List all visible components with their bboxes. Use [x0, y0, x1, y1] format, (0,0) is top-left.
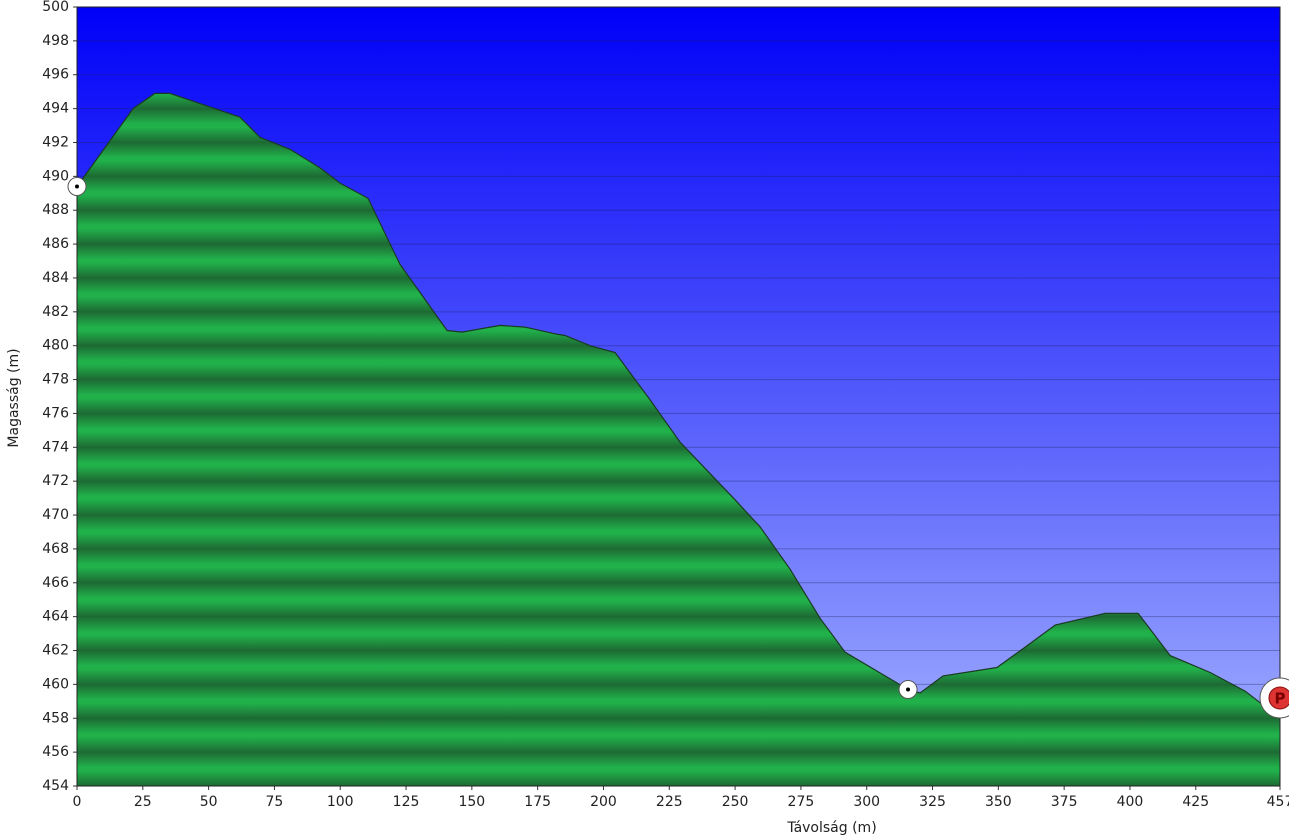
plot-frame — [76, 6, 1281, 787]
x-axis-title: Távolság (m) — [786, 820, 876, 836]
x-tick-label: 200 — [590, 794, 617, 810]
waypoint-dot — [906, 687, 911, 692]
waypoint-marker — [898, 679, 918, 699]
waypoint-badge — [1268, 686, 1289, 710]
x-tick-label: 125 — [393, 794, 420, 810]
y-tick-label: 482 — [42, 304, 69, 320]
y-tick-label: 480 — [42, 338, 69, 354]
waypoint-label: P — [1275, 689, 1286, 707]
x-tick-label: 457 — [1267, 794, 1289, 810]
elevation-area — [77, 93, 1280, 786]
y-tick-label: 476 — [42, 405, 69, 421]
x-tick-label: 50 — [200, 794, 218, 810]
y-tick-label: 462 — [42, 643, 69, 659]
y-tick-label: 490 — [42, 168, 69, 184]
y-tick-label: 464 — [42, 609, 69, 625]
y-tick-label: 472 — [42, 473, 69, 489]
y-tick-label: 468 — [42, 541, 69, 557]
x-tick-label: 350 — [985, 794, 1012, 810]
y-tick-label: 484 — [42, 270, 69, 286]
x-tick-label: 275 — [788, 794, 815, 810]
x-tick-label: 0 — [73, 794, 82, 810]
y-tick-label: 466 — [42, 575, 69, 591]
y-tick-label: 500 — [42, 0, 69, 15]
y-tick-label: 456 — [42, 744, 69, 760]
y-tick-label: 494 — [42, 101, 69, 117]
x-tick-label: 250 — [722, 794, 749, 810]
waypoint-marker: P — [1259, 677, 1289, 719]
x-tick-label: 25 — [134, 794, 152, 810]
y-tick-label: 458 — [42, 710, 69, 726]
x-tick-label: 175 — [524, 794, 551, 810]
y-tick-label: 486 — [42, 236, 69, 252]
x-tick-label: 75 — [266, 794, 284, 810]
y-tick-label: 460 — [42, 676, 69, 692]
x-tick-label: 225 — [656, 794, 683, 810]
y-tick-label: 454 — [42, 778, 69, 794]
y-tick-label: 492 — [42, 134, 69, 150]
y-tick-label: 470 — [42, 507, 69, 523]
y-tick-label: 474 — [42, 439, 69, 455]
waypoint-marker — [67, 177, 87, 197]
x-tick-label: 425 — [1182, 794, 1209, 810]
x-tick-label: 100 — [327, 794, 354, 810]
x-tick-label: 150 — [458, 794, 485, 810]
y-axis-title: Magasság (m) — [6, 348, 22, 447]
y-tick-label: 488 — [42, 202, 69, 218]
x-tick-label: 325 — [919, 794, 946, 810]
x-tick-label: 375 — [1051, 794, 1078, 810]
y-tick-label: 496 — [42, 67, 69, 83]
y-tick-label: 478 — [42, 372, 69, 388]
x-tick-label: 400 — [1117, 794, 1144, 810]
y-tick-label: 498 — [42, 33, 69, 49]
elevation-line — [76, 92, 1281, 719]
x-tick-label: 300 — [853, 794, 880, 810]
waypoint-dot — [75, 184, 79, 189]
